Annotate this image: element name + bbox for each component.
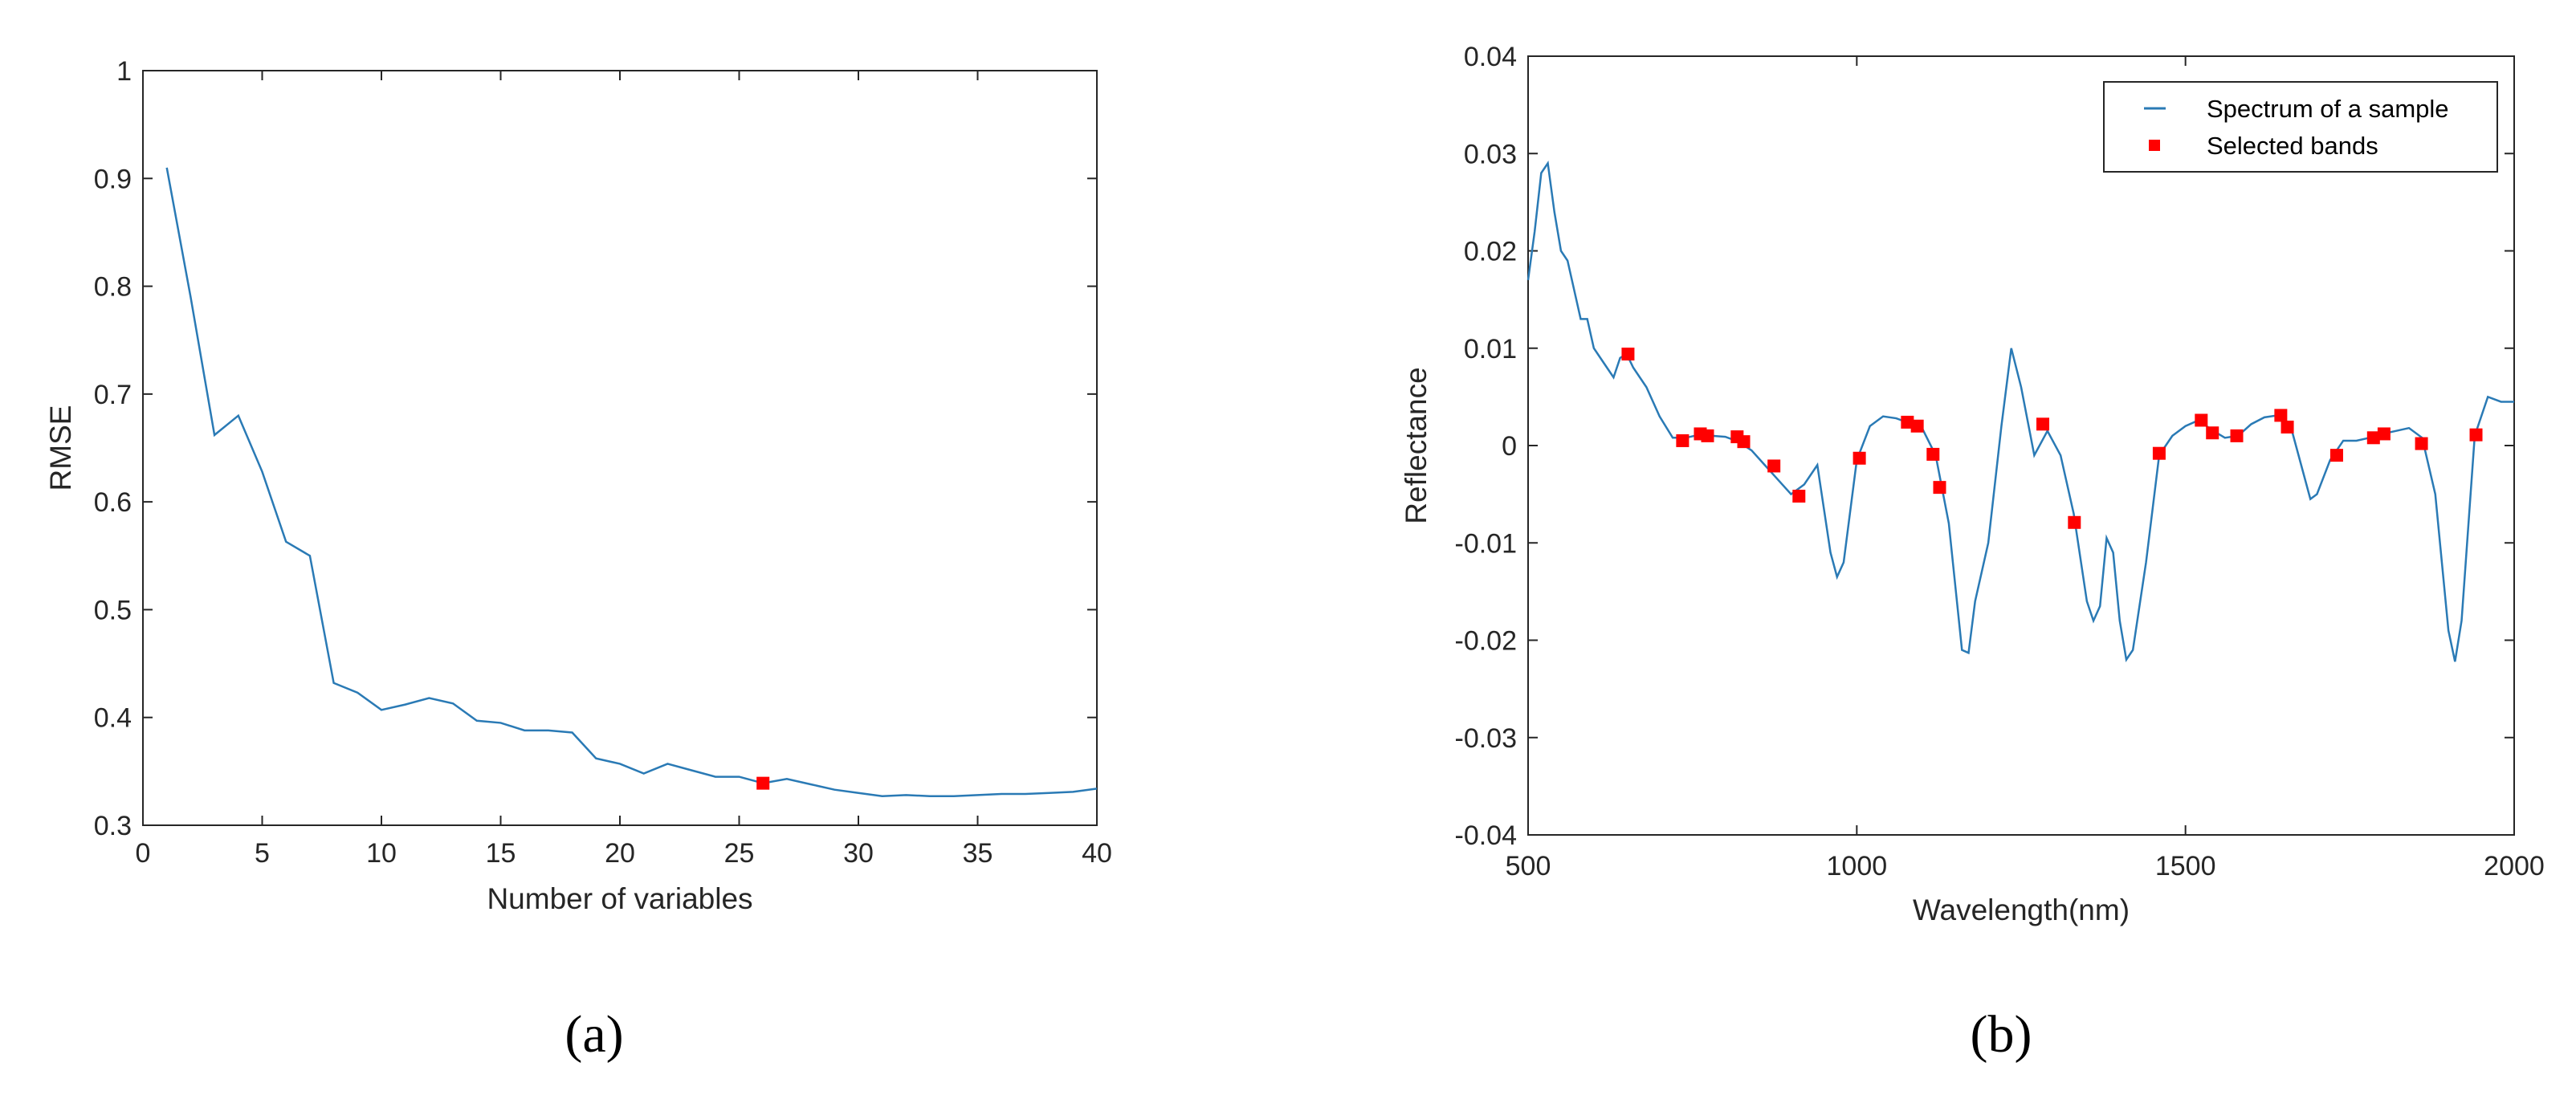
panel-a-rmse-chart: 0 5 10 15 20 25 30 35 40 0.3 0.4 0.5 0.6 0.7 0.8 0.9 1 N… <box>44 56 1112 1064</box>
caption-b: (b) <box>1971 1005 2032 1064</box>
y-tick-label: 0 <box>1502 431 1517 462</box>
y-tick-label: 0.9 <box>94 164 132 194</box>
selected-band-point <box>2068 515 2081 529</box>
y-tick-label: 0.04 <box>1464 42 1517 72</box>
selected-band-point <box>1933 481 1946 495</box>
legend-box <box>2103 81 2498 173</box>
y-tick-label: 0.3 <box>94 811 132 841</box>
x-tick-label: 10 <box>366 838 397 869</box>
legend-entry-spectrum: Spectrum of a sample <box>2207 95 2449 123</box>
y-tick-label: 0.02 <box>1464 237 1517 267</box>
selected-band-point <box>1901 415 1914 429</box>
selected-band-point <box>2036 417 2050 431</box>
selected-band-point <box>1701 429 1714 442</box>
x-tick-label: 1500 <box>2155 851 2216 881</box>
y-tick-label: 0.7 <box>94 380 132 410</box>
x-tick-label: 30 <box>843 838 874 869</box>
selected-band-point <box>2377 427 2391 441</box>
tick-labels-a: 0 5 10 15 20 25 30 35 40 0.3 0.4 0.5 0.6 0.7 0.8 0.9 1 <box>94 56 1112 869</box>
selected-band-point <box>1853 451 1866 465</box>
rmse-line <box>165 167 1098 797</box>
selected-band-point <box>2469 428 2483 442</box>
x-tick-label: 35 <box>963 838 993 869</box>
legend-marker-swatch <box>2149 140 2160 151</box>
selected-band-point <box>1621 348 1635 361</box>
x-tick-label: 15 <box>486 838 516 869</box>
selected-band-point <box>2195 413 2208 427</box>
selected-band-point <box>2329 449 2343 462</box>
selected-band-point <box>2366 431 2380 445</box>
optimal-point-marker <box>756 776 770 790</box>
x-tick-label: 1000 <box>1827 851 1888 881</box>
selected-band-point <box>2206 426 2219 440</box>
selected-band-point <box>2274 409 2288 422</box>
legend: Spectrum of a sample Selected bands <box>2103 81 2498 173</box>
selected-band-point <box>1676 434 1689 447</box>
x-tick-label: 5 <box>255 838 270 869</box>
x-tick-label: 40 <box>1082 838 1112 869</box>
y-tick-label: 0.6 <box>94 487 132 518</box>
selected-band-point <box>1767 459 1781 473</box>
legend-entry-selected: Selected bands <box>2207 132 2378 160</box>
selected-band-point <box>2152 446 2166 460</box>
x-tick-label: 0 <box>136 838 151 869</box>
selected-band-point <box>2415 437 2428 450</box>
x-tick-label: 2000 <box>2484 851 2545 881</box>
y-tick-label: -0.02 <box>1455 626 1518 657</box>
axis-ticks-b <box>1527 55 2515 836</box>
y-tick-label: 1 <box>116 56 132 87</box>
y-tick-label: -0.03 <box>1455 723 1518 754</box>
selected-band-markers <box>1621 348 2483 529</box>
y-tick-label: -0.04 <box>1455 820 1518 851</box>
y-tick-label: 0.5 <box>94 595 132 625</box>
panel-b-spectrum-chart: 500 1000 1500 2000 -0.04 -0.03 -0.02 -0.01 0 0.01… <box>1400 42 2545 1064</box>
selected-band-point <box>2230 429 2244 442</box>
y-tick-label: 0.8 <box>94 272 132 303</box>
y-tick-label: 0.03 <box>1464 139 1517 169</box>
x-tick-label: 20 <box>605 838 635 869</box>
caption-a: (a) <box>565 1005 623 1064</box>
y-tick-label: -0.01 <box>1455 528 1518 559</box>
plot-area-b <box>1527 55 2515 836</box>
selected-band-point <box>1910 419 1924 433</box>
y-tick-label: 0.4 <box>94 703 132 734</box>
axis-ticks-a <box>142 70 1098 826</box>
y-axis-label-a: RMSE <box>44 405 77 491</box>
plot-area-a <box>142 70 1098 826</box>
tick-labels-b: 500 1000 1500 2000 -0.04 -0.03 -0.02 -0.01 0 0.01… <box>1455 42 2545 881</box>
y-axis-label-b: Reflectance <box>1400 367 1433 523</box>
selected-band-point <box>2280 420 2294 434</box>
selected-band-point <box>1737 435 1751 449</box>
x-tick-label: 500 <box>1506 851 1551 881</box>
selected-band-point <box>1792 490 1806 503</box>
y-tick-label: 0.01 <box>1464 334 1517 364</box>
selected-band-point <box>1926 447 1940 461</box>
x-axis-label-a: Number of variables <box>487 882 752 915</box>
x-tick-label: 25 <box>724 838 755 869</box>
x-axis-label-b: Wavelength(nm) <box>1913 894 2130 926</box>
